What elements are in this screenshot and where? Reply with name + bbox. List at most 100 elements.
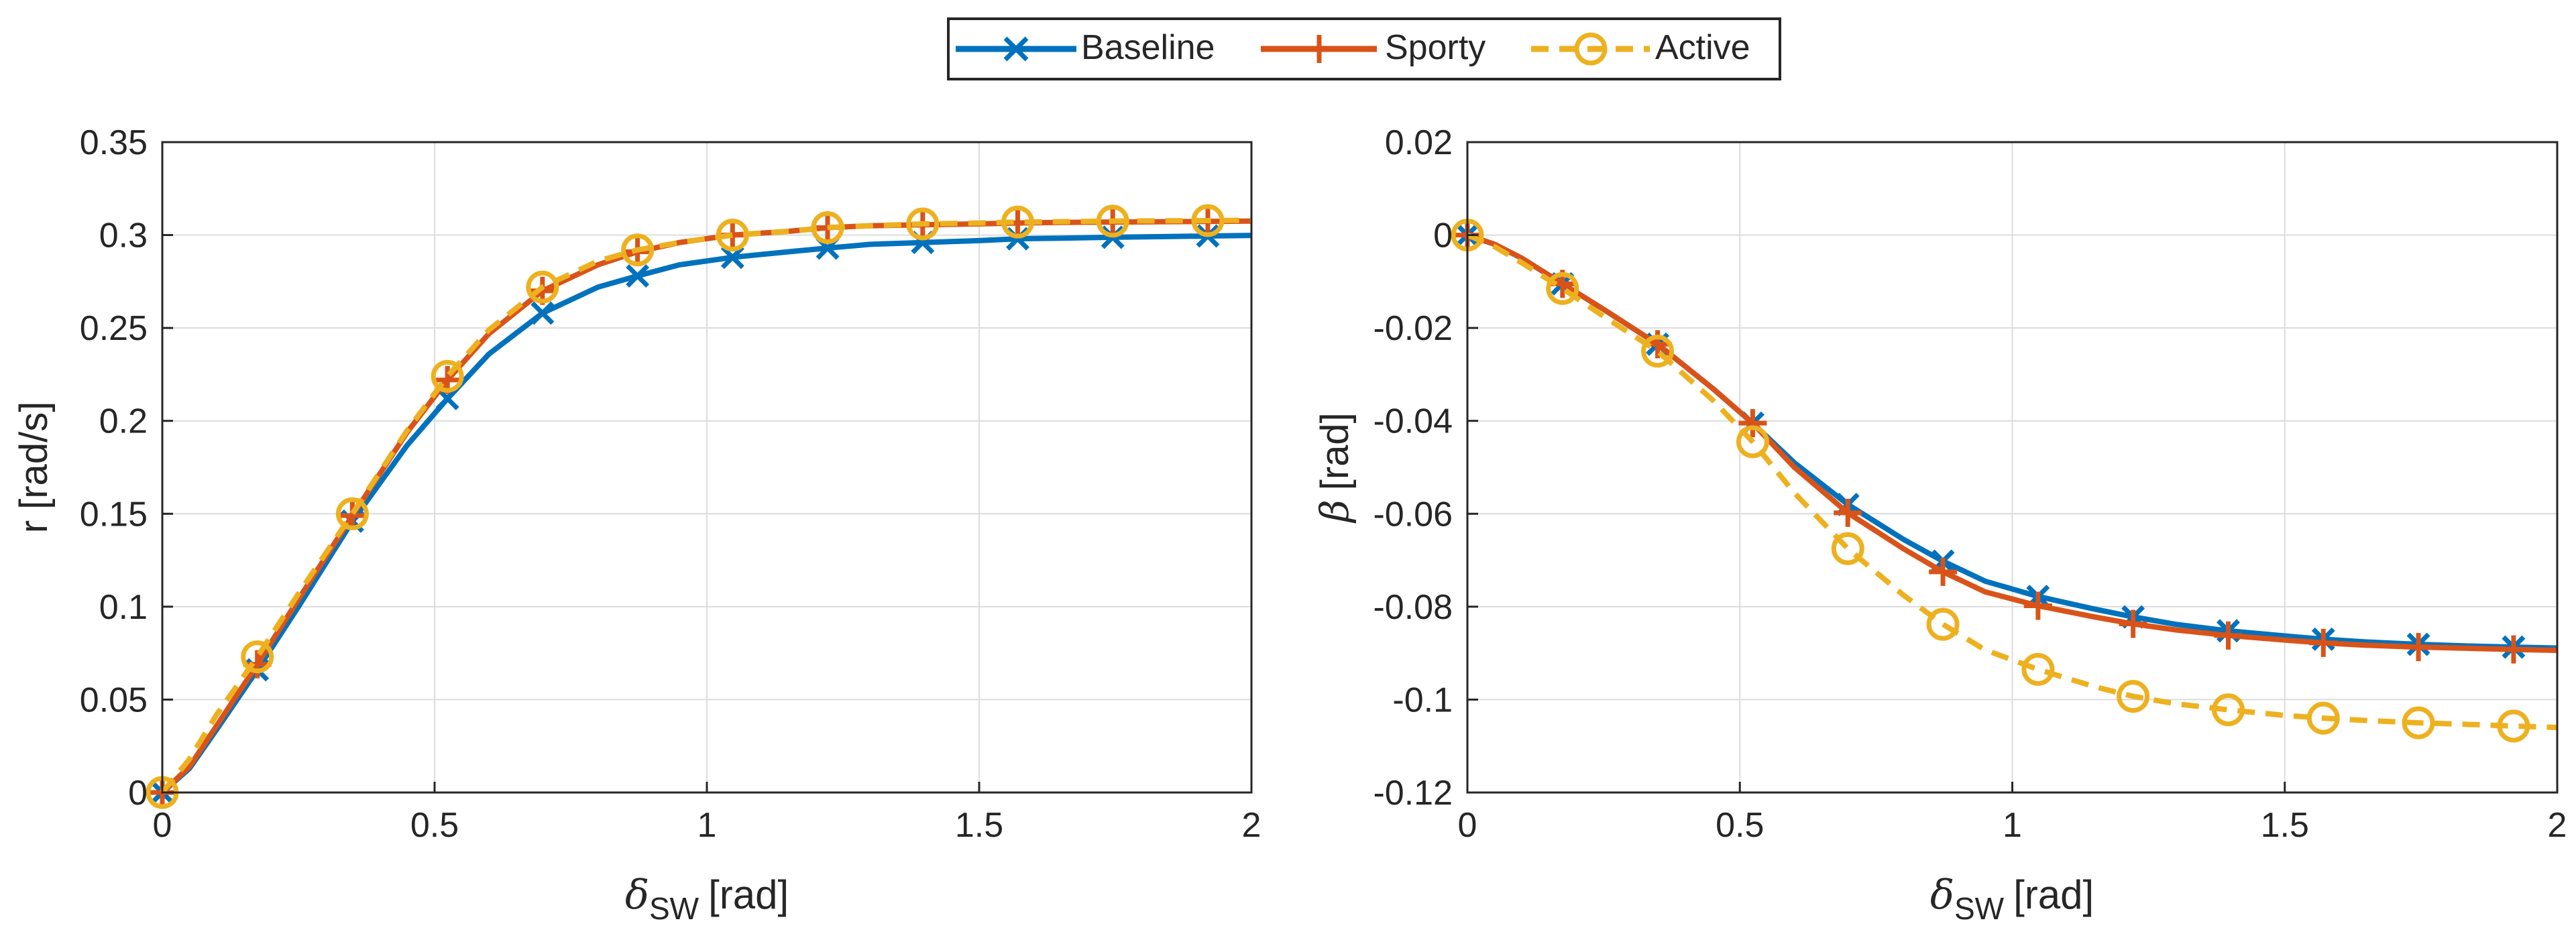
chart-left-series-sporty [148,207,1252,807]
chart-left-yticks: 0 0.05 0.1 0.15 0.2 0.25 0.3 0.35 [80,123,173,813]
chart-left-xlabel-symbol: δ [625,872,649,919]
data-point-active [621,233,655,267]
plus-marker-icon [1305,35,1333,63]
chart-right-ytick-label: -0.02 [1373,309,1453,348]
data-point-active [2117,680,2150,713]
data-point-sporty [338,502,367,530]
chart-left-xlabel-sub: SW [649,891,699,926]
data-point-sporty [2499,635,2528,664]
legend-entry-baseline: Baseline [956,28,1215,67]
series-line-sporty [1466,232,2558,653]
data-point-active [335,497,369,530]
data-point-sporty [2119,609,2147,638]
chart-left-series-active [146,204,1252,809]
data-point-baseline [530,301,555,325]
data-point-sporty [2214,621,2243,650]
chart-left-ytick-label: 0.15 [80,495,148,534]
data-point-active [241,640,274,674]
chart-right-xticks: 0 0.5 1 1.5 2 [1458,782,2567,845]
data-point-sporty [1738,409,1767,438]
chart-left: 0 0.5 1 1.5 2 0 0.05 0.1 0.15 0.2 0.25 0.3 0.35 δSW… [12,123,1261,926]
data-point-active [1001,205,1034,239]
data-point-sporty [1929,557,1958,586]
chart-left-xlabel: δSW [rad] [625,872,789,926]
data-point-sporty [2404,633,2433,662]
data-point-active [1191,204,1225,237]
chart-right: 0 0.5 1 1.5 2 -0.12 -0.1 -0.08 -0.06 -0.04 -0.02 0… [1312,123,2567,926]
chart-right-ytick-label: -0.04 [1373,402,1453,441]
data-point-sporty [1834,498,1862,527]
chart-right-xlabel-sub: SW [1954,891,2005,926]
legend-label-baseline: Baseline [1081,28,1215,67]
data-point-active [716,219,749,252]
chart-left-xticks: 0 0.5 1 1.5 2 [153,782,1262,845]
data-point-active [1641,335,1675,368]
chart-right-xlabel-unit: [rad] [2013,872,2094,917]
chart-right-yticks: -0.12 -0.1 -0.08 -0.06 -0.04 -0.02 0 0.02 [1373,123,1478,813]
chart-left-ylabel: r [rad/s] [12,402,56,534]
legend: Baseline Sporty Active [947,17,1781,80]
data-point-active [526,270,559,304]
chart-right-ytick-label: -0.08 [1373,588,1453,627]
chart-left-ytick-label: 0.2 [99,402,148,441]
chart-right-series-sporty [1453,221,2558,664]
chart-right-series-baseline [1455,223,2558,659]
chart-left-xlabel-unit: [rad] [708,872,789,917]
data-point-active [1831,532,1864,565]
x-marker-icon [1003,36,1029,62]
chart-left-ytick-label: 0.05 [80,681,148,719]
series-line-baseline [160,233,1252,795]
data-point-active [2497,709,2530,743]
legend-entry-sporty: Sporty [1261,28,1486,67]
chart-right-xtick-label: 0 [1458,806,1477,845]
chart-right-ylabel-unit: [rad] [1313,412,1357,490]
data-point-baseline [720,245,744,270]
chart-left-xtick-label: 0.5 [410,806,459,845]
chart-right-ytick-label: -0.06 [1373,495,1453,534]
data-point-sporty [2023,591,2052,620]
data-point-active [1096,204,1129,238]
data-point-active [2306,701,2340,735]
chart-right-ytick-label: 0.02 [1385,123,1453,162]
chart-left-ytick-label: 0.1 [99,588,148,627]
data-point-active [2402,706,2435,740]
chart-left-xtick-label: 1.5 [955,806,1003,845]
chart-right-xtick-label: 0.5 [1716,806,1764,845]
chart-left-ytick-label: 0.25 [80,309,148,348]
data-point-active [1736,425,1769,459]
chart-right-ytick-label: 0 [1433,217,1453,255]
chart-right-series-active [1451,219,2558,743]
data-point-baseline [626,264,650,288]
legend-entry-active: Active [1531,28,1750,67]
chart-left-xtick-label: 0 [153,806,172,845]
chart-right-xtick-label: 1 [2003,806,2022,845]
chart-right-ytick-label: -0.12 [1373,774,1453,813]
chart-right-ytick-label: -0.1 [1392,681,1453,719]
chart-right-xtick-label: 2 [2548,806,2567,845]
chart-left-series [146,204,1252,809]
data-point-active [811,211,844,244]
circle-marker-icon [1574,32,1608,66]
chart-right-xtick-label: 1.5 [2261,806,2309,845]
chart-left-ytick-label: 0 [128,774,148,813]
chart-right-ylabel-symbol: β [1312,500,1357,524]
legend-label-active: Active [1655,28,1750,67]
chart-left-ytick-label: 0.35 [80,123,148,162]
chart-right-xlabel: δSW [rad] [1930,872,2094,926]
data-point-active [1926,607,1960,641]
data-point-active [2211,693,2245,727]
data-point-active [2021,652,2055,686]
chart-right-xlabel-symbol: δ [1930,872,1954,919]
series-line-active [1466,232,2558,730]
data-point-active [1546,272,1579,305]
chart-right-ylabel: β [rad] [1312,412,1357,524]
series-line-active [160,217,1252,795]
data-point-active [431,359,464,393]
chart-left-xtick-label: 2 [1242,806,1262,845]
legend-label-sporty: Sporty [1385,28,1486,67]
chart-right-grid [1467,141,2558,793]
chart-right-series [1451,219,2558,743]
data-point-active [906,207,940,241]
chart-left-ytick-label: 0.3 [99,217,148,255]
